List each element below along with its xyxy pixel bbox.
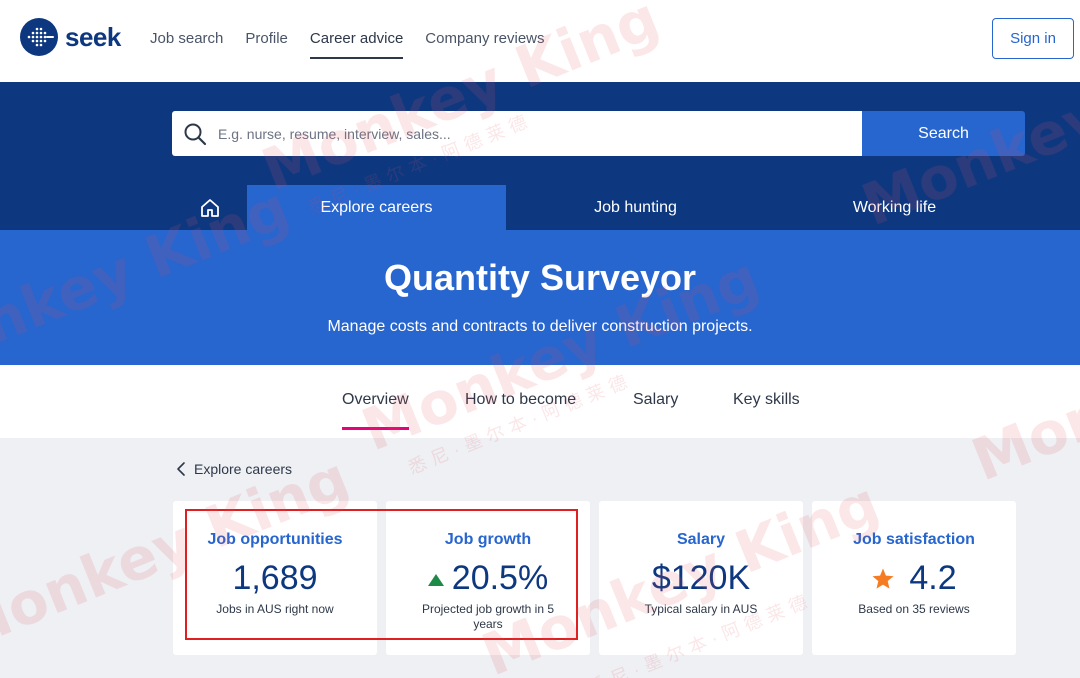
tab-working-life[interactable]: Working life — [852, 198, 937, 216]
top-navigation: seek Job search Profile Career advice Co… — [0, 0, 1080, 82]
stat-value: 4.2 — [812, 559, 1016, 598]
stat-caption: Based on 35 reviews — [858, 602, 970, 616]
stat-value: 20.5% — [386, 559, 590, 598]
search-icon — [184, 123, 207, 145]
back-link[interactable]: Explore careers — [176, 461, 292, 477]
stat-value-text: 1,689 — [232, 559, 318, 597]
subtab-overview[interactable]: Overview — [342, 391, 409, 430]
nav-career-advice[interactable]: Career advice — [309, 30, 404, 59]
home-button[interactable] — [172, 185, 247, 230]
stat-value-text: 20.5% — [451, 559, 549, 597]
stat-caption: Jobs in AUS right now — [216, 602, 334, 616]
seek-logo-icon — [20, 18, 58, 56]
search-band: Search — [0, 82, 1080, 185]
chevron-left-icon — [177, 462, 185, 476]
stat-title: Job satisfaction — [853, 531, 975, 548]
stat-title: Job opportunities — [207, 531, 343, 548]
nav-profile[interactable]: Profile — [245, 30, 288, 47]
page-subtitle: Manage costs and contracts to deliver co… — [327, 318, 753, 335]
stat-card-job-opportunities: Job opportunities 1,689 Jobs in AUS righ… — [173, 501, 377, 655]
subtab-key-skills[interactable]: Key skills — [733, 391, 800, 408]
stat-value: 1,689 — [173, 559, 377, 598]
stat-caption: Projected job growth in 5 years — [421, 602, 555, 631]
stat-caption: Typical salary in AUS — [644, 602, 758, 616]
section-nav: Explore careers Job hunting Working life — [0, 185, 1080, 230]
stat-card-salary: Salary $120K Typical salary in AUS — [599, 501, 803, 655]
main-nav: Job search Profile Career advice Company… — [150, 30, 567, 59]
seek-logo[interactable]: seek — [20, 18, 121, 56]
back-link-label: Explore careers — [194, 461, 293, 477]
stat-title: Job growth — [444, 531, 532, 548]
up-triangle-icon — [427, 573, 444, 586]
search-input[interactable] — [218, 125, 818, 142]
tab-job-hunting[interactable]: Job hunting — [594, 198, 677, 216]
page-title: Quantity Surveyor — [383, 257, 697, 298]
hero-banner: Quantity Surveyor Manage costs and contr… — [0, 230, 1080, 365]
nav-company-reviews[interactable]: Company reviews — [425, 30, 545, 47]
search-box — [172, 111, 862, 156]
nav-job-search[interactable]: Job search — [150, 30, 224, 47]
career-subtabs: Overview How to become Salary Key skills — [0, 365, 1080, 438]
star-icon — [872, 568, 894, 589]
search-button[interactable]: Search — [862, 111, 1025, 156]
stat-value-text: 4.2 — [909, 559, 957, 597]
home-icon — [200, 198, 219, 217]
subtab-salary[interactable]: Salary — [633, 391, 679, 408]
stat-card-job-satisfaction: Job satisfaction 4.2 Based on 35 reviews — [812, 501, 1016, 655]
stat-card-job-growth: Job growth 20.5% Projected job growth in… — [386, 501, 590, 655]
sign-in-button[interactable]: Sign in — [992, 18, 1074, 59]
tab-explore-careers[interactable]: Explore careers — [247, 185, 506, 230]
stat-title: Salary — [676, 531, 726, 548]
subtab-how-to-become[interactable]: How to become — [465, 391, 577, 408]
stat-value: $120K — [599, 559, 803, 598]
seek-logo-text: seek — [65, 21, 121, 52]
stat-value-text: $120K — [651, 559, 751, 597]
